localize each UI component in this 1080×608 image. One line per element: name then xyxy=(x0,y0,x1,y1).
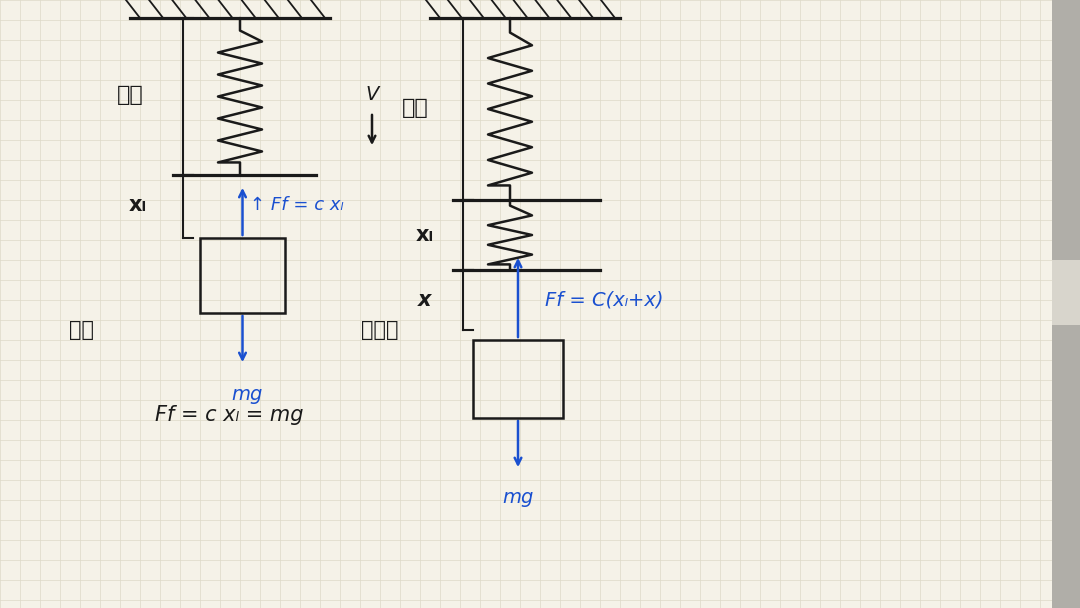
Text: xₗ: xₗ xyxy=(416,225,434,245)
Bar xyxy=(1052,0,1080,608)
Text: 非平衡: 非平衡 xyxy=(361,320,399,340)
Text: mg: mg xyxy=(502,488,534,507)
Bar xyxy=(1052,260,1080,325)
Bar xyxy=(200,238,285,313)
Text: xₗ: xₗ xyxy=(129,195,147,215)
Text: ↑ Ff = c xₗ: ↑ Ff = c xₗ xyxy=(249,196,343,214)
Text: V: V xyxy=(365,86,379,105)
Bar xyxy=(473,340,563,418)
Text: 弹振: 弹振 xyxy=(117,85,144,105)
Text: 弹振: 弹振 xyxy=(402,98,429,118)
Text: x: x xyxy=(418,290,432,310)
Text: Ff = C(xₗ+x): Ff = C(xₗ+x) xyxy=(545,291,663,309)
Text: mg: mg xyxy=(232,385,264,404)
Text: Ff = c xₗ = mg: Ff = c xₗ = mg xyxy=(156,405,303,425)
Text: 平衡: 平衡 xyxy=(69,320,95,340)
